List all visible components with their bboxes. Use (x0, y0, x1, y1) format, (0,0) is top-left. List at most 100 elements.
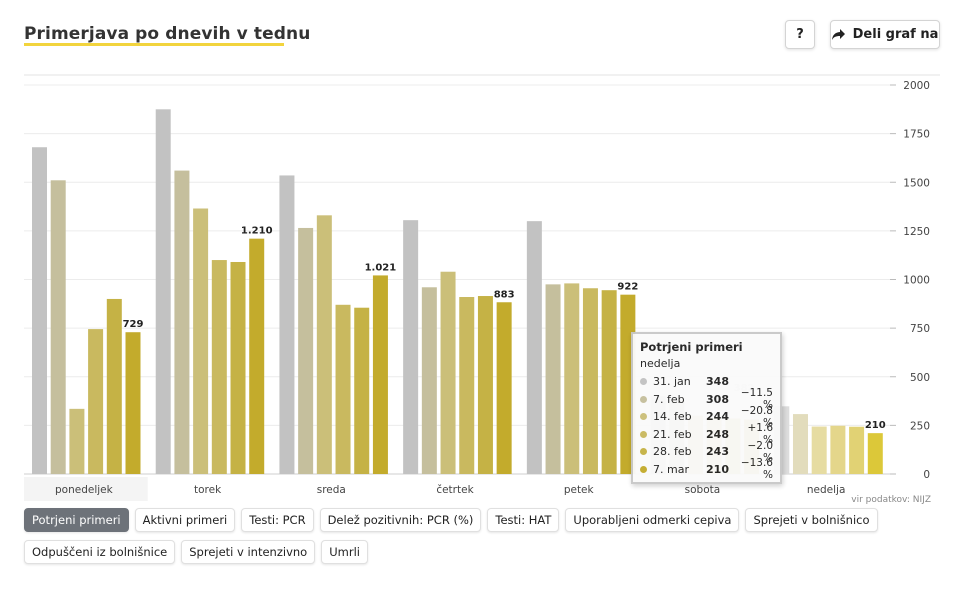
series-dot-icon (640, 378, 647, 386)
tooltip-change: +1.6 % (747, 422, 774, 447)
tab-uporabljeni-odmerki-cepiva[interactable]: Uporabljeni odmerki cepiva (565, 508, 740, 532)
bar (582, 288, 598, 474)
tab-potrjeni-primeri[interactable]: Potrjeni primeri (24, 508, 129, 532)
series-dot-icon (640, 430, 647, 438)
category-label: petek (564, 484, 595, 496)
category-label: sobota (685, 484, 721, 496)
data-label: 1.210 (241, 226, 273, 237)
tooltip-value: 244 (706, 410, 729, 424)
tab-umrli[interactable]: Umrli (321, 540, 368, 564)
tooltip-change: −20.8 % (740, 404, 773, 429)
bar (50, 180, 66, 474)
series-dot-icon (640, 413, 647, 421)
tab-sprejeti-v-intenzivno[interactable]: Sprejeti v intenzivno (181, 540, 316, 564)
y-tick-label: 1750 (903, 129, 930, 141)
tooltip-row: 31. jan 348 (640, 373, 773, 391)
tab-odpuščeni-iz-bolnišnice[interactable]: Odpuščeni iz bolnišnice (24, 540, 176, 564)
y-tick-label: 1500 (903, 177, 930, 189)
metric-tabs: Potrjeni primeri Aktivni primeri Testi: PC… (24, 508, 904, 564)
bar (125, 332, 141, 474)
bar (545, 284, 561, 474)
tooltip-change: −13.6 % (740, 457, 773, 482)
bar (354, 307, 370, 474)
bar (830, 425, 846, 474)
bar (564, 283, 580, 474)
tooltip-date: 14. feb (653, 410, 692, 424)
share-button[interactable]: Deli graf na (830, 20, 940, 49)
bar (372, 275, 388, 474)
tooltip-date: 7. mar (653, 462, 689, 476)
tooltip-change: −11.5 % (740, 387, 773, 412)
tab-aktivni-primeri[interactable]: Aktivni primeri (134, 508, 236, 532)
y-tick-label: 250 (910, 420, 930, 432)
tooltip-row: 7. feb 308 −11.5 % (640, 387, 773, 411)
tooltip-value: 308 (706, 392, 729, 406)
tooltip-row: 14. feb 244 −20.8 % (640, 404, 773, 429)
tooltip-subtitle: nedelja (640, 357, 681, 370)
help-label: ? (796, 27, 804, 42)
title-underline (24, 43, 284, 46)
bar (88, 329, 104, 474)
category-highlight (24, 477, 148, 501)
bar (279, 175, 295, 474)
bar (849, 426, 865, 474)
tab-delež-pozitivnih-pcr[interactable]: Delež pozitivnih: PCR (%) (319, 508, 482, 532)
bar (811, 426, 827, 474)
tooltip-value: 210 (706, 462, 729, 476)
tooltip-row: 21. feb 248 +1.6 % (640, 422, 773, 446)
bar (403, 220, 419, 474)
bar (106, 298, 122, 474)
bar (193, 208, 209, 474)
chart-tooltip: Potrjeni primeri nedelja 31. jan 348 7. fe… (631, 332, 782, 484)
bar (496, 302, 512, 474)
bar (32, 147, 47, 475)
data-label: 729 (123, 319, 144, 330)
y-tick-label: 1000 (903, 275, 930, 287)
tab-sprejeti-v-bolnišnico[interactable]: Sprejeti v bolnišnico (745, 508, 878, 532)
data-label: 210 (865, 420, 886, 431)
share-arrow-icon (831, 29, 845, 40)
bar (69, 408, 85, 474)
bar (174, 170, 190, 474)
tooltip-row: 7. mar 210 −13.6 % (640, 457, 773, 481)
bar (526, 221, 542, 474)
tooltip-value: 243 (706, 445, 729, 459)
bar (477, 296, 493, 474)
y-tick-label: 0 (923, 469, 930, 481)
tooltip-date: 31. jan (653, 375, 691, 389)
bar (335, 304, 351, 474)
bar (459, 297, 475, 474)
tooltip-rows: 31. jan 348 7. feb 308 −11.5 % 14. feb 244 −20.… (640, 373, 774, 481)
bar (211, 260, 227, 474)
bar (249, 238, 265, 474)
y-tick-label: 500 (910, 372, 930, 384)
category-label: ponedeljek (55, 484, 114, 496)
y-tick-label: 1250 (903, 226, 930, 238)
data-label: 883 (494, 289, 515, 300)
series-dot-icon (640, 448, 647, 456)
bar (316, 215, 332, 474)
tooltip-title: Potrjeni primeri (640, 340, 743, 354)
tooltip-change: −2.0 % (747, 439, 774, 464)
category-label: četrtek (436, 484, 474, 496)
y-tick-label: 2000 (903, 80, 930, 92)
tooltip-value: 348 (706, 375, 729, 389)
category-label: nedelja (807, 484, 846, 496)
bar (867, 433, 883, 474)
bar (230, 261, 246, 474)
series-dot-icon (640, 465, 647, 473)
data-label: 922 (617, 282, 638, 293)
share-label: Deli graf na (852, 27, 939, 42)
tooltip-value: 248 (706, 427, 729, 441)
category-label: sreda (317, 484, 346, 496)
help-button[interactable]: ? (785, 20, 815, 49)
data-label: 1.021 (365, 262, 397, 273)
category-label: torek (194, 484, 222, 496)
tab-testi-pcr[interactable]: Testi: PCR (241, 508, 314, 532)
chart-title: Primerjava po dnevih v tednu (24, 24, 311, 44)
bar (298, 227, 314, 474)
data-source: vir podatkov: NIJZ (851, 495, 931, 505)
bar (440, 271, 456, 474)
tab-testi-hat[interactable]: Testi: HAT (487, 508, 560, 532)
bar (601, 290, 617, 474)
